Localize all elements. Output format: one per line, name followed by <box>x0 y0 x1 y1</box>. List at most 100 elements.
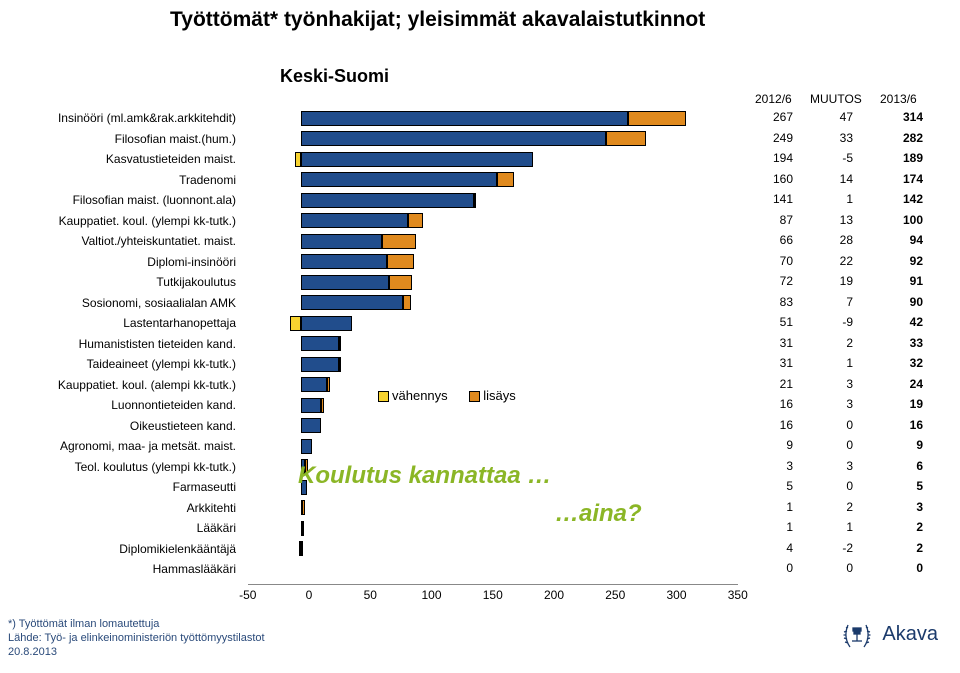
bar-base <box>301 111 628 126</box>
value-2012: 16 <box>753 397 793 411</box>
table-row: Oikeustieteen kand.16016 <box>8 416 938 437</box>
value-2012: 160 <box>753 172 793 186</box>
axis-tick: 200 <box>544 588 564 602</box>
bar-increase <box>327 377 331 392</box>
bar-increase <box>339 357 341 372</box>
bar-decrease <box>290 316 301 331</box>
category-label: Tutkijakoulutus <box>8 275 240 289</box>
value-change: 1 <box>813 356 853 370</box>
axis-tick: 250 <box>605 588 625 602</box>
footnote-line-3: 20.8.2013 <box>8 646 265 660</box>
value-change: 3 <box>813 377 853 391</box>
value-2013: 2 <box>883 541 923 555</box>
table-row: Insinööri (ml.amk&rak.arkkitehdit)267473… <box>8 108 938 129</box>
value-change: 22 <box>813 254 853 268</box>
category-label: Diplomi-insinööri <box>8 255 240 269</box>
bar-track <box>240 254 730 269</box>
legend-label-decrease: vähennys <box>392 388 448 403</box>
bar-track <box>240 316 730 331</box>
value-2012: 4 <box>753 541 793 555</box>
bar-increase <box>403 295 412 310</box>
bar-base <box>301 254 387 269</box>
bar-track <box>240 541 730 556</box>
bar-track <box>240 152 730 167</box>
footnote-line-1: *) Työttömät ilman lomautettuja <box>8 618 265 632</box>
bar-increase <box>302 521 304 536</box>
bar-track <box>240 234 730 249</box>
category-label: Diplomikielenkääntäjä <box>8 542 240 556</box>
value-change: 0 <box>813 479 853 493</box>
value-2013: 6 <box>883 459 923 473</box>
legend-swatch-increase <box>469 391 480 402</box>
value-2012: 16 <box>753 418 793 432</box>
bar-track <box>240 193 730 208</box>
value-change: 0 <box>813 438 853 452</box>
value-2013: 91 <box>883 274 923 288</box>
category-label: Oikeustieteen kand. <box>8 419 240 433</box>
bar-increase <box>408 213 424 228</box>
value-2012: 70 <box>753 254 793 268</box>
value-2013: 5 <box>883 479 923 493</box>
bar-increase <box>389 275 412 290</box>
value-2013: 3 <box>883 500 923 514</box>
bar-base <box>301 541 303 556</box>
bar-track <box>240 131 730 146</box>
category-label: Farmaseutti <box>8 480 240 494</box>
bar-track <box>240 562 730 577</box>
value-2012: 1 <box>753 500 793 514</box>
value-2013: 100 <box>883 213 923 227</box>
value-2013: 24 <box>883 377 923 391</box>
bar-increase <box>321 398 325 413</box>
value-change: 14 <box>813 172 853 186</box>
category-label: Sosionomi, sosiaalialan AMK <box>8 296 240 310</box>
col-header-2013: 2013/6 <box>880 92 917 106</box>
table-row: Kasvatustieteiden maist.194-5189 <box>8 149 938 170</box>
bar-chart: Insinööri (ml.amk&rak.arkkitehdit)267473… <box>8 108 938 580</box>
category-label: Luonnontieteiden kand. <box>8 398 240 412</box>
table-row: Diplomikielenkääntäjä4-22 <box>8 539 938 560</box>
legend-swatch-decrease <box>378 391 389 402</box>
table-row: Filosofian maist.(hum.)24933282 <box>8 129 938 150</box>
value-2012: 31 <box>753 356 793 370</box>
bar-increase <box>339 336 341 351</box>
bar-increase <box>382 234 416 249</box>
bar-increase <box>606 131 646 146</box>
bar-increase <box>302 500 304 515</box>
axis-tick: 150 <box>483 588 503 602</box>
value-2012: 83 <box>753 295 793 309</box>
value-2013: 189 <box>883 151 923 165</box>
bar-base <box>301 234 382 249</box>
table-row: Sosionomi, sosiaalialan AMK 83 7 90 <box>8 293 938 314</box>
table-row: Kauppatiet. koul. (ylempi kk-tutk.)87131… <box>8 211 938 232</box>
value-change: 7 <box>813 295 853 309</box>
axis-tick: 100 <box>421 588 441 602</box>
value-2013: 90 <box>883 295 923 309</box>
value-change: 2 <box>813 336 853 350</box>
value-2013: 94 <box>883 233 923 247</box>
table-row: Hammaslääkäri000 <box>8 559 938 580</box>
category-label: Filosofian maist.(hum.) <box>8 132 240 146</box>
value-2012: 0 <box>753 561 793 575</box>
table-row: Taideaineet (ylempi kk-tutk.)31132 <box>8 354 938 375</box>
laurel-icon <box>840 617 874 651</box>
table-row: Tradenomi 160 14 174 <box>8 170 938 191</box>
bar-base <box>301 336 339 351</box>
category-label: Kauppatiet. koul. (alempi kk-tutk.) <box>8 378 240 392</box>
bar-base <box>301 152 533 167</box>
value-2012: 21 <box>753 377 793 391</box>
value-2013: 0 <box>883 561 923 575</box>
value-2013: 174 <box>883 172 923 186</box>
axis-tick: 0 <box>306 588 313 602</box>
bar-track <box>240 418 730 433</box>
value-2013: 92 <box>883 254 923 268</box>
bar-track <box>240 336 730 351</box>
value-2012: 249 <box>753 131 793 145</box>
value-change: 19 <box>813 274 853 288</box>
bar-track <box>240 295 730 310</box>
bar-base <box>301 193 474 208</box>
category-label: Tradenomi <box>8 173 240 187</box>
col-header-change: MUUTOS <box>810 92 862 106</box>
table-row: Lääkäri112 <box>8 518 938 539</box>
value-change: 1 <box>813 192 853 206</box>
value-change: 0 <box>813 418 853 432</box>
